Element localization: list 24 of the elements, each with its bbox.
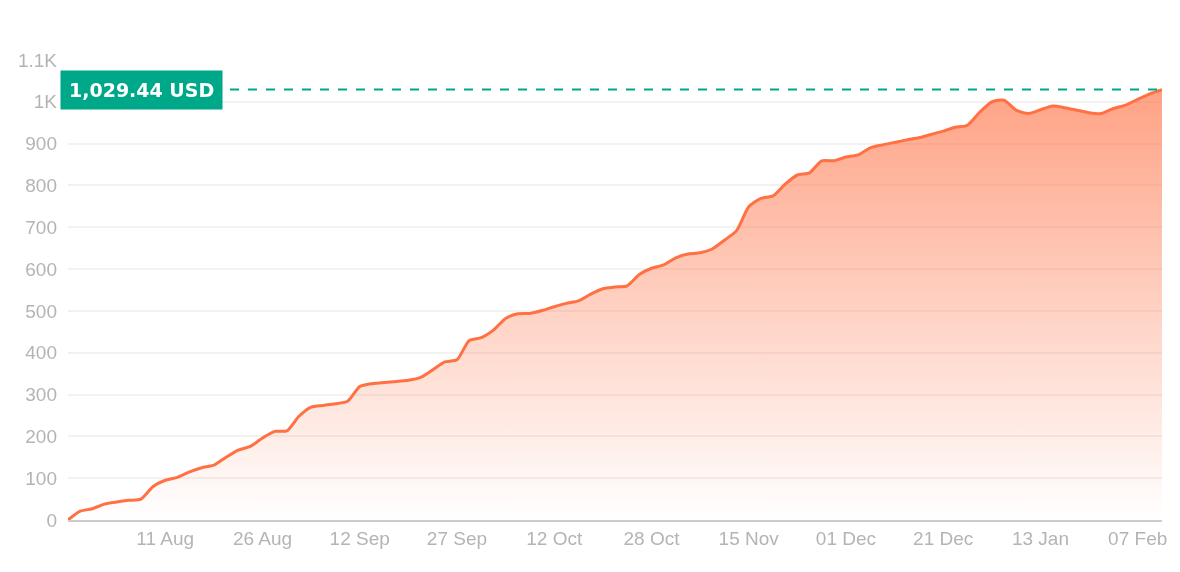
y-tick-label: 0 bbox=[46, 509, 57, 531]
x-tick-label: 27 Sep bbox=[426, 527, 488, 549]
x-tick-label: 07 Feb bbox=[1108, 527, 1168, 549]
y-tick-label: 700 bbox=[25, 216, 57, 238]
x-tick-label: 01 Dec bbox=[815, 527, 877, 549]
y-tick-label: 200 bbox=[25, 426, 57, 448]
y-tick-label: 400 bbox=[25, 342, 57, 364]
x-tick-label: 28 Oct bbox=[623, 527, 681, 549]
x-tick-label: 13 Jan bbox=[1011, 527, 1069, 549]
y-tick-label: 100 bbox=[25, 467, 57, 489]
y-tick-label: 300 bbox=[25, 384, 57, 406]
y-tick-label: 500 bbox=[25, 300, 57, 322]
x-tick-label: 15 Nov bbox=[718, 527, 780, 549]
x-tick-label: 21 Dec bbox=[913, 527, 974, 549]
ref-line-label: 1,029.44 USD bbox=[69, 79, 215, 101]
y-tick-label: 900 bbox=[25, 133, 57, 155]
x-tick-label: 11 Aug bbox=[136, 527, 195, 549]
y-tick-label: 1.1K bbox=[17, 49, 58, 71]
x-tick-label: 12 Oct bbox=[526, 527, 583, 549]
y-tick-label: 600 bbox=[25, 258, 57, 280]
x-tick-label: 26 Aug bbox=[232, 527, 293, 549]
x-tick-label: 12 Sep bbox=[329, 527, 390, 549]
y-tick-label: 1K bbox=[33, 91, 58, 113]
y-tick-label: 800 bbox=[25, 175, 57, 197]
